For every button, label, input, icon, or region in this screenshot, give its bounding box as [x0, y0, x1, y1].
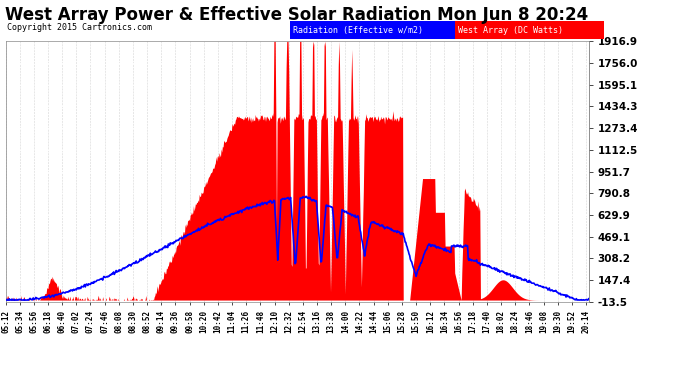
Text: Copyright 2015 Cartronics.com: Copyright 2015 Cartronics.com — [7, 22, 152, 32]
Text: West Array Power & Effective Solar Radiation Mon Jun 8 20:24: West Array Power & Effective Solar Radia… — [5, 6, 589, 24]
Text: West Array (DC Watts): West Array (DC Watts) — [458, 26, 563, 35]
Text: Radiation (Effective w/m2): Radiation (Effective w/m2) — [293, 26, 423, 35]
